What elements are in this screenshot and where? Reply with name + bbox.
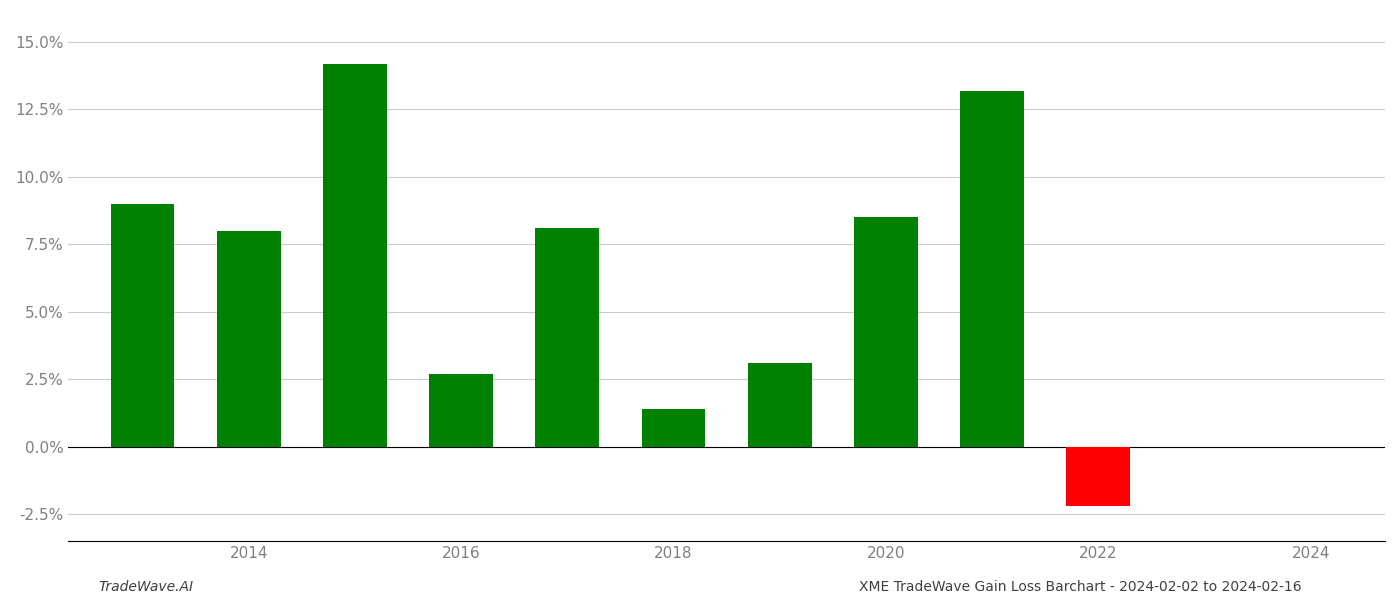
Bar — [323, 64, 386, 447]
Text: TradeWave.AI: TradeWave.AI — [98, 580, 193, 594]
Bar — [854, 217, 918, 447]
Text: XME TradeWave Gain Loss Barchart - 2024-02-02 to 2024-02-16: XME TradeWave Gain Loss Barchart - 2024-… — [860, 580, 1302, 594]
Bar — [430, 374, 493, 447]
Bar — [217, 231, 280, 447]
Bar — [535, 228, 599, 447]
Bar — [641, 409, 706, 447]
Bar — [748, 363, 812, 447]
Bar — [111, 204, 175, 447]
Bar — [1067, 447, 1130, 506]
Bar — [960, 91, 1023, 447]
